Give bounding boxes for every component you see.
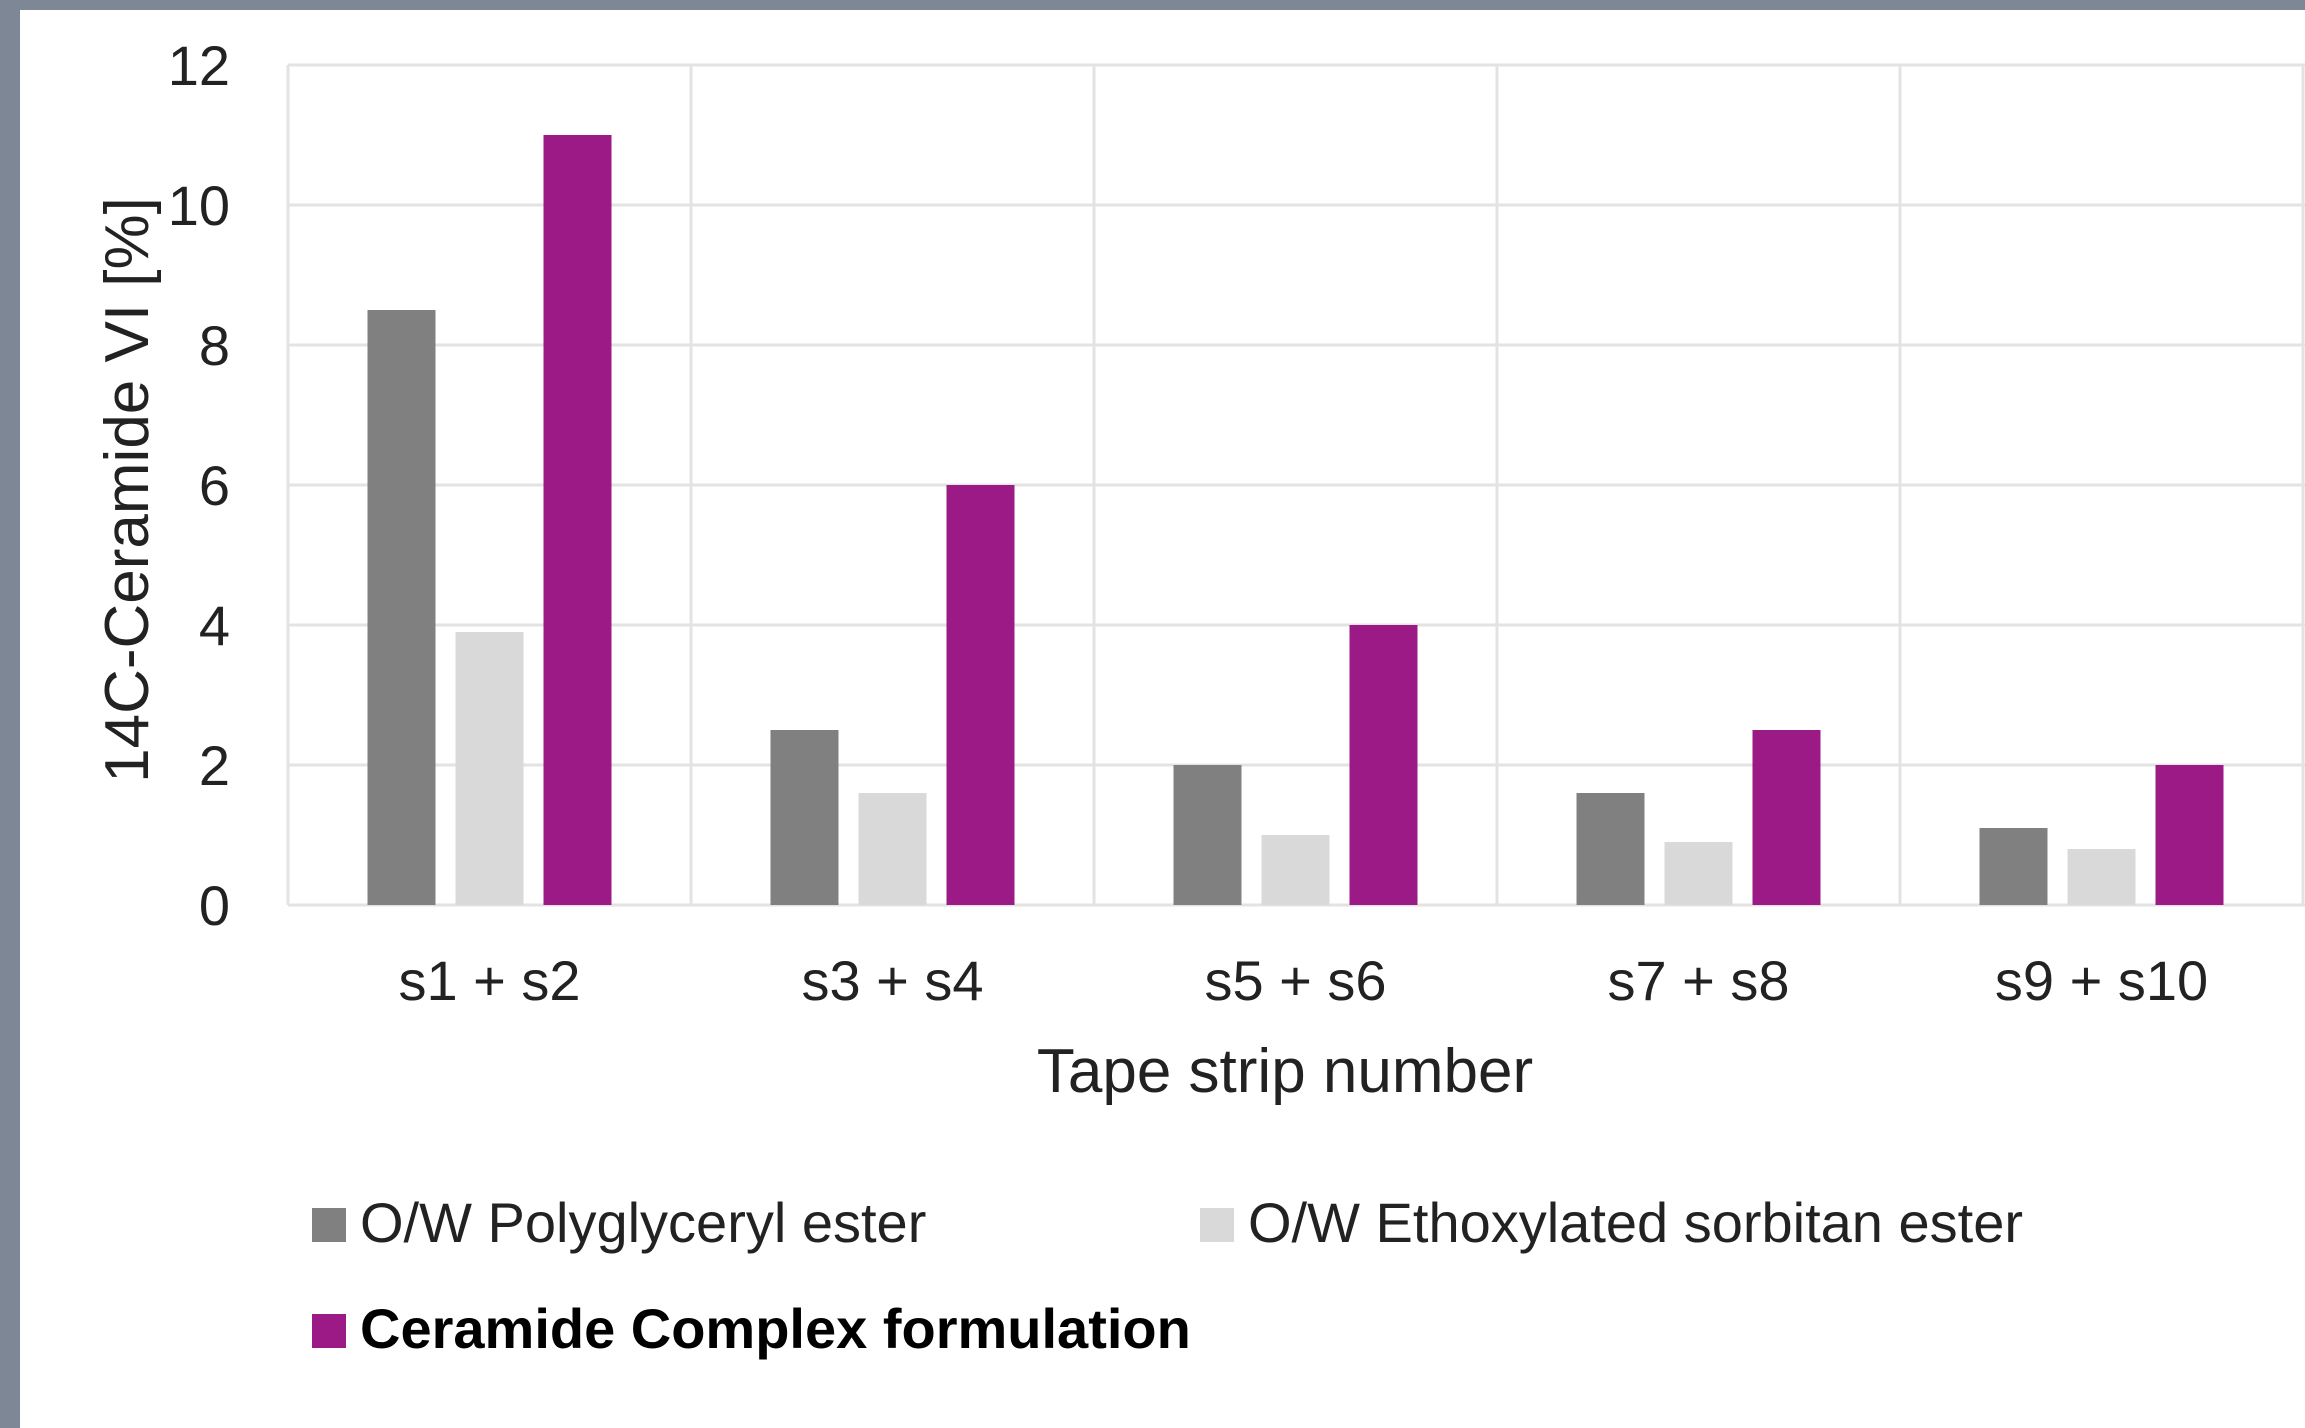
bar-1-5: [1979, 828, 2048, 905]
bar-2-3: [1261, 835, 1330, 905]
bar-2-4: [1664, 842, 1733, 905]
bar-2-1: [455, 632, 524, 905]
bar-3-1: [543, 135, 612, 905]
y-tick-label: 6: [199, 454, 230, 517]
bar-2-5: [2067, 849, 2136, 905]
bar-1-2: [770, 730, 839, 905]
y-tick-label: 0: [199, 874, 230, 937]
y-tick-label: 2: [199, 734, 230, 797]
y-axis-ticks: 0 2 4 6 8 10 12: [168, 34, 230, 937]
x-tick-label: s5 + s6: [1204, 949, 1386, 1012]
x-tick-label: s1 + s2: [398, 949, 580, 1012]
bar-chart: 0 2 4 6 8 10 12 s1 + s2 s3 + s4 s5 + s6 s7 + s8 s9…: [93, 34, 2305, 1360]
x-axis-title: Tape strip number: [1037, 1037, 1533, 1106]
bar-1-1: [367, 310, 436, 905]
chart-canvas: 0 2 4 6 8 10 12 s1 + s2 s3 + s4 s5 + s6 s7 + s8 s9…: [20, 10, 2305, 1428]
x-tick-label: s3 + s4: [801, 949, 983, 1012]
y-tick-label: 10: [168, 174, 230, 237]
x-tick-label: s9 + s10: [1995, 949, 2208, 1012]
chart-bars: [367, 135, 2224, 905]
bar-3-5: [2155, 765, 2224, 905]
bar-2-2: [858, 793, 927, 905]
legend-swatch: [312, 1208, 346, 1242]
bar-1-4: [1576, 793, 1645, 905]
bar-3-3: [1349, 625, 1418, 905]
legend-swatch: [312, 1314, 346, 1348]
bar-3-2: [946, 485, 1015, 905]
chart-grid: [286, 63, 2305, 907]
legend-label: O/W Ethoxylated sorbitan ester: [1248, 1191, 2023, 1254]
bar-1-3: [1173, 765, 1242, 905]
x-tick-label: s7 + s8: [1607, 949, 1789, 1012]
chart-legend: O/W Polyglyceryl ester O/W Ethoxylated so…: [312, 1191, 2023, 1360]
y-tick-label: 8: [199, 314, 230, 377]
legend-label: O/W Polyglyceryl ester: [360, 1191, 926, 1254]
y-tick-label: 12: [168, 34, 230, 97]
bar-3-4: [1752, 730, 1821, 905]
y-tick-label: 4: [199, 594, 230, 657]
y-axis-title: 14C-Ceramide VI [%]: [93, 197, 162, 783]
legend-swatch: [1200, 1208, 1234, 1242]
x-axis-ticks: s1 + s2 s3 + s4 s5 + s6 s7 + s8 s9 + s10: [398, 949, 2208, 1012]
legend-label: Ceramide Complex formulation: [360, 1297, 1191, 1360]
